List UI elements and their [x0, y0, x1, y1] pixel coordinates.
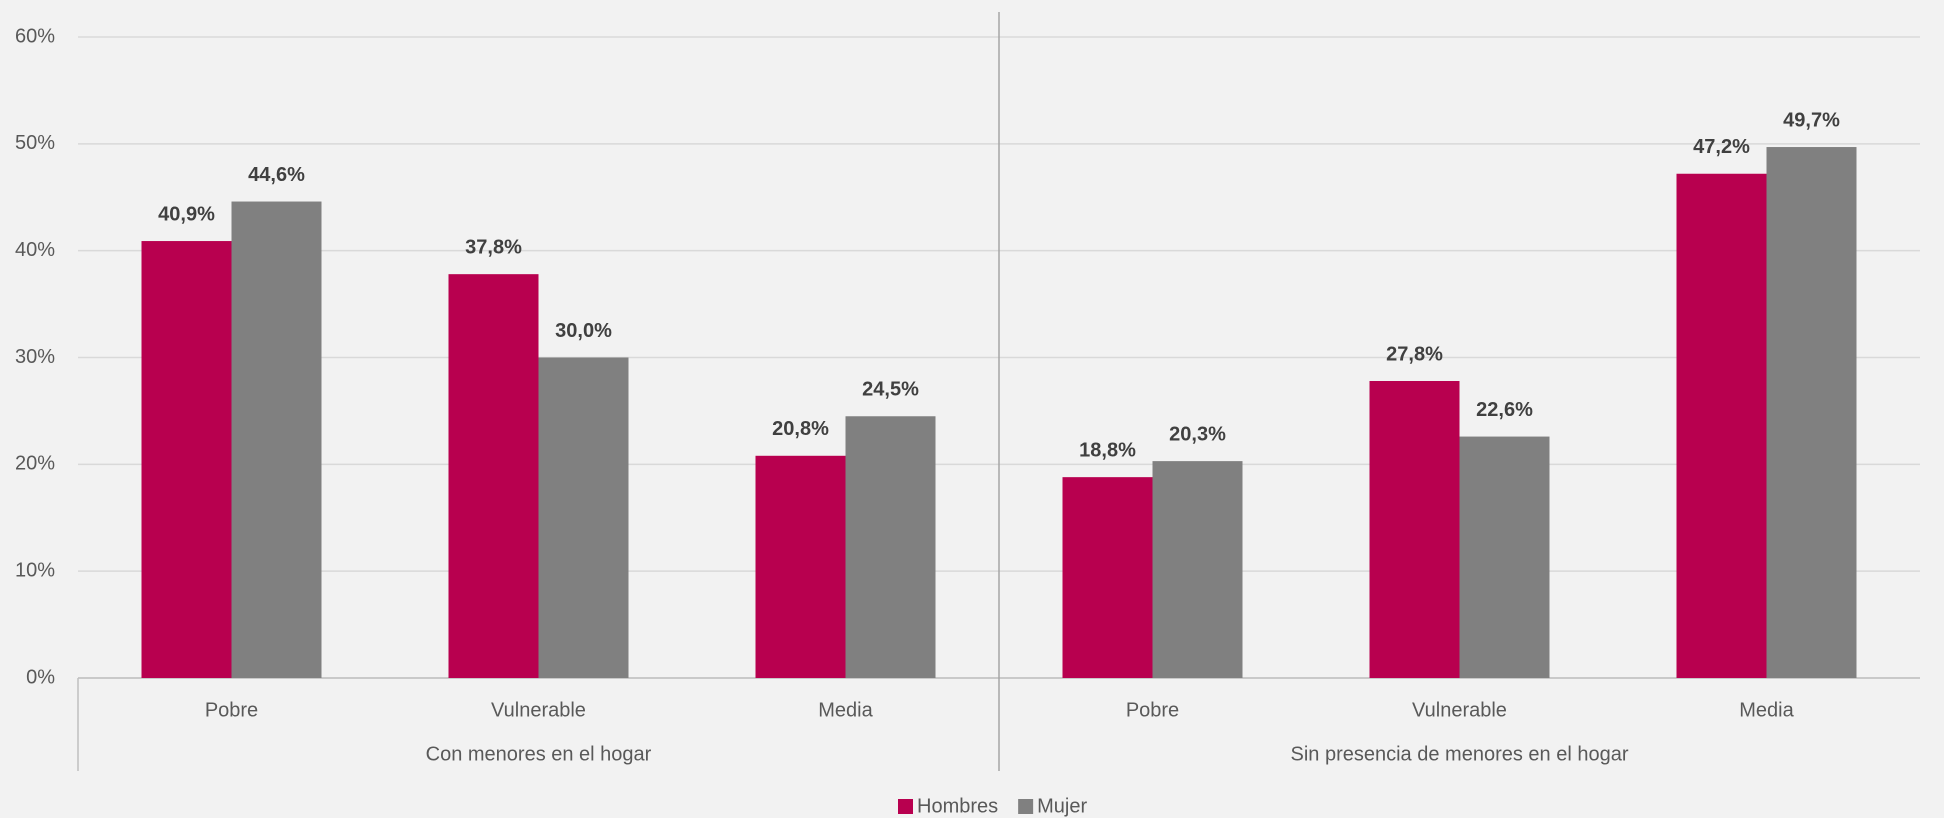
bar — [1152, 461, 1243, 678]
x-tick-label: Pobre — [205, 699, 258, 721]
bar — [845, 416, 936, 678]
bar — [538, 357, 629, 678]
legend-label: Mujer — [1037, 795, 1087, 817]
x-tick-label: Media — [1739, 699, 1794, 721]
y-tick-label: 60% — [15, 25, 55, 47]
value-label: 27,8% — [1386, 343, 1443, 365]
x-tick-label: Media — [818, 699, 873, 721]
bar — [755, 455, 846, 678]
legend-swatch — [898, 799, 913, 814]
legend-label: Hombres — [917, 795, 998, 817]
value-label: 18,8% — [1079, 439, 1136, 461]
value-label: 49,7% — [1783, 109, 1840, 131]
value-label: 44,6% — [248, 164, 305, 186]
bar — [141, 241, 232, 678]
value-label: 47,2% — [1693, 136, 1750, 158]
group-label: Con menores en el hogar — [426, 743, 652, 765]
value-label: 37,8% — [465, 236, 522, 258]
group-label: Sin presencia de menores en el hogar — [1291, 743, 1629, 765]
y-tick-label: 20% — [15, 453, 55, 475]
legend-swatch — [1018, 799, 1034, 814]
bar — [1459, 436, 1550, 678]
value-label: 30,0% — [555, 320, 612, 342]
y-tick-label: 50% — [15, 132, 55, 154]
y-tick-label: 30% — [15, 346, 55, 368]
value-label: 24,5% — [862, 379, 919, 401]
bar — [231, 201, 322, 679]
x-tick-label: Vulnerable — [1412, 699, 1507, 721]
bar — [1369, 381, 1460, 678]
value-label: 22,6% — [1476, 399, 1533, 421]
x-tick-label: Vulnerable — [491, 699, 586, 721]
y-tick-label: 0% — [26, 666, 55, 688]
value-label: 20,3% — [1169, 423, 1226, 445]
y-tick-label: 10% — [15, 559, 55, 581]
value-label: 40,9% — [158, 203, 215, 225]
y-tick-label: 40% — [15, 239, 55, 261]
bar — [1676, 173, 1767, 678]
bar — [1062, 477, 1153, 678]
x-tick-label: Pobre — [1126, 699, 1179, 721]
value-label: 20,8% — [772, 418, 829, 440]
bar — [1766, 147, 1857, 678]
bar — [448, 274, 539, 678]
